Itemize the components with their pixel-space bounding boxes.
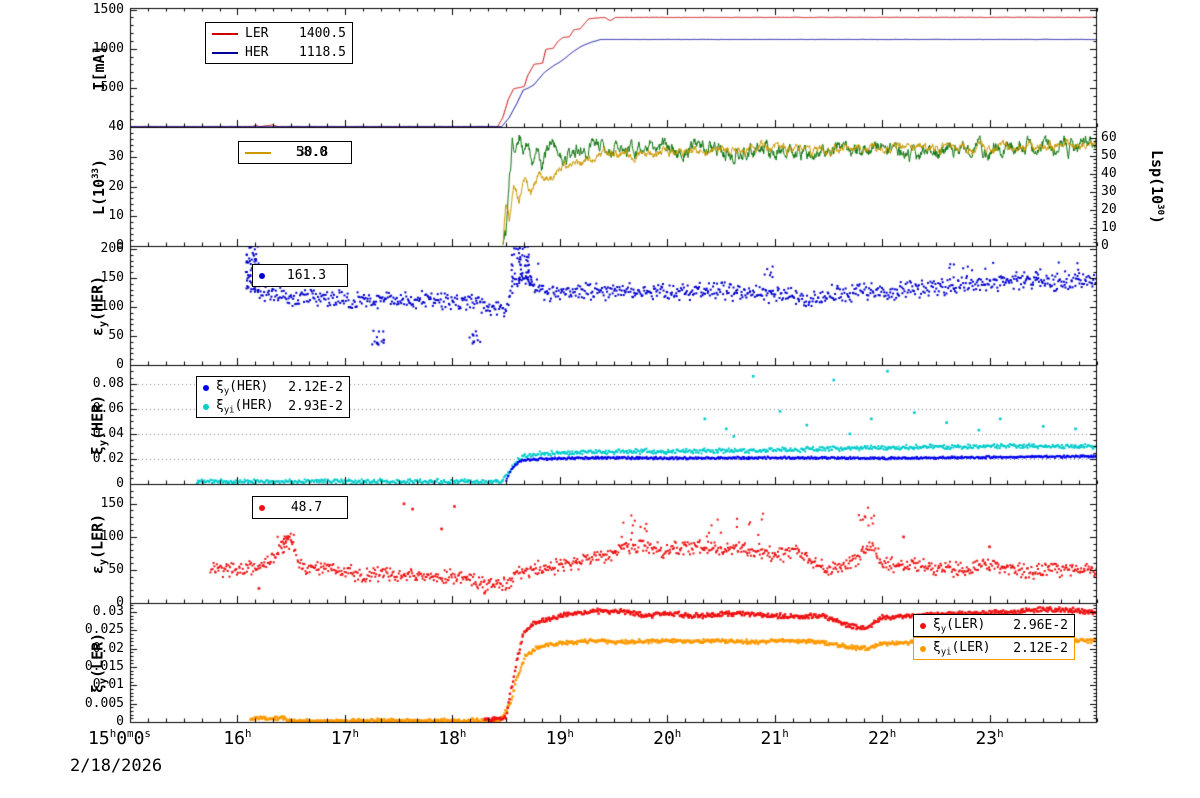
date-label: 2/18/2026 [70,756,163,776]
